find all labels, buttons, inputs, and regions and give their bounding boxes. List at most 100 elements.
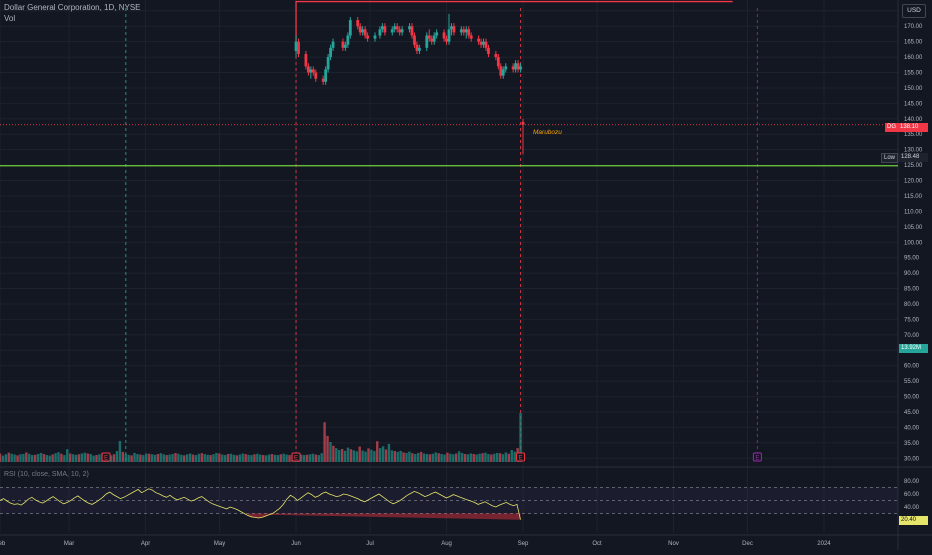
time-axis-label: Aug: [441, 541, 452, 547]
candle-body: [519, 66, 522, 70]
volume-bar: [346, 447, 350, 462]
volume-bar: [183, 455, 186, 462]
volume-bar: [495, 452, 499, 462]
candle-body: [297, 41, 300, 55]
price-axis-tick: 55.00: [904, 379, 920, 385]
volume-bar: [323, 422, 326, 462]
volume-bar: [370, 449, 373, 462]
time-axis-label: Nov: [668, 541, 679, 547]
volume-bar: [449, 453, 452, 462]
price-axis-tick: 50.00: [904, 395, 920, 401]
volume-bar: [361, 450, 364, 462]
candle-body: [469, 35, 473, 39]
volume-bar: [247, 454, 250, 462]
volume-bar: [109, 455, 113, 462]
price-axis-tick: 150.00: [904, 86, 923, 92]
volume-bar: [215, 452, 218, 462]
volume-bar: [431, 453, 435, 462]
price-axis-tick: 60.00: [904, 364, 920, 370]
volume-bar: [19, 454, 22, 462]
volume-bar: [188, 453, 192, 462]
volume-bar: [390, 450, 394, 462]
price-axis-tick: 130.00: [904, 148, 923, 154]
volume-value-tag: 13.92M: [899, 344, 928, 353]
volume-bar: [466, 454, 470, 462]
candle-body: [363, 29, 367, 36]
volume-bar: [460, 452, 464, 462]
candle-body: [294, 41, 298, 51]
volume-bar: [452, 454, 455, 462]
volume-bar: [16, 455, 19, 462]
volume-bar: [487, 454, 490, 462]
price-axis-tick: 155.00: [904, 71, 923, 77]
volume-bar: [472, 454, 475, 462]
price-axis-tick: 70.00: [904, 333, 920, 339]
volume-bar: [276, 455, 280, 462]
volume-bar: [490, 454, 493, 462]
symbol-title[interactable]: Dollar General Corporation, 1D, NYSE: [4, 3, 141, 12]
price-axis-tick: 165.00: [904, 40, 923, 46]
resistance-level-line: [295, 0, 733, 52]
rsi-band-fill: [0, 487, 898, 514]
currency-button[interactable]: USD: [902, 4, 926, 18]
volume-bar: [180, 454, 183, 462]
volume-bar: [381, 446, 385, 462]
volume-bar: [335, 448, 338, 462]
rsi-value-tag: 20.40: [899, 516, 928, 525]
candle-body: [430, 38, 434, 42]
candle-body: [415, 44, 419, 51]
volume-bar: [475, 454, 478, 462]
candle-body: [479, 41, 483, 45]
candle-body: [383, 26, 387, 33]
volume-bar: [10, 453, 13, 462]
volume-bar: [493, 453, 496, 462]
volume-bar: [402, 452, 405, 462]
candle-body: [395, 26, 399, 30]
volume-bar: [355, 451, 358, 462]
volume-bar: [411, 453, 414, 462]
volume-bar: [83, 452, 87, 462]
price-axis-tick: 30.00: [904, 456, 920, 462]
candle-body: [501, 69, 505, 76]
volume-bar: [45, 455, 48, 462]
volume-bar: [226, 454, 230, 462]
candle-body: [504, 66, 508, 70]
price-axis-tick: 105.00: [904, 225, 923, 231]
candle-body: [311, 69, 315, 73]
rsi-legend-label[interactable]: RSI (10, close, SMA, 10, 2): [4, 471, 89, 478]
time-axis-label: Oct: [592, 541, 602, 547]
volume-bar: [498, 453, 502, 462]
time-axis-label: Jun: [291, 541, 301, 547]
volume-bar: [13, 454, 16, 462]
volume-bar: [28, 453, 31, 462]
rsi-axis-tick: 40.00: [904, 505, 920, 511]
volume-legend-label[interactable]: Vol: [4, 14, 16, 23]
volume-bar: [329, 442, 332, 462]
volume-bar: [203, 454, 206, 462]
earnings-marker: E: [752, 452, 762, 462]
volume-bar: [51, 454, 54, 462]
volume-bar: [352, 450, 356, 462]
candle-body: [484, 41, 488, 48]
symbol-price-text: 138.10: [900, 124, 919, 130]
price-axis-tick: 45.00: [904, 410, 920, 416]
candle-body: [427, 35, 431, 39]
candle-body: [366, 35, 369, 39]
volume-bar: [481, 453, 484, 462]
volume-bar: [273, 454, 277, 462]
candle-body: [435, 32, 439, 36]
volume-bar: [194, 455, 198, 462]
volume-bar: [130, 455, 133, 462]
price-axis-tick: 75.00: [904, 317, 920, 323]
volume-bar: [264, 455, 268, 462]
candle-body: [425, 35, 429, 48]
candle-body: [459, 29, 463, 33]
volume-bar: [349, 449, 353, 462]
price-axis-tick: 160.00: [904, 55, 923, 61]
volume-bar: [455, 453, 458, 462]
volume-bar: [112, 454, 116, 462]
volume-bar: [121, 451, 125, 462]
marubozu-annotation: Marubozu: [533, 129, 562, 136]
